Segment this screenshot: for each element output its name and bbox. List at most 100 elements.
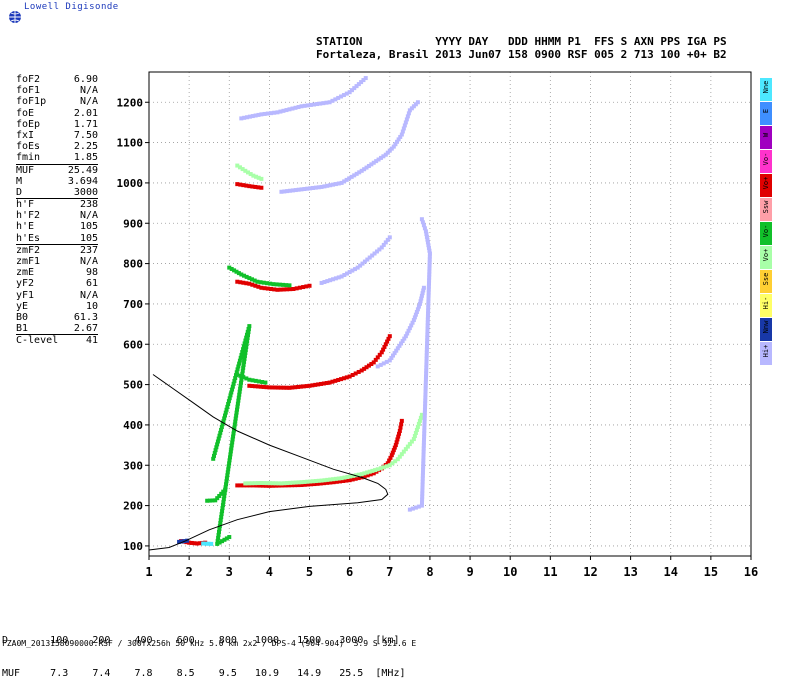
y-tick-label: 200 [123,500,143,513]
x-tick-label: 5 [306,565,313,579]
data-point [398,134,403,139]
data-point [302,479,307,484]
muf-cell: 25.5 [321,668,364,679]
data-point [421,449,426,454]
data-point [223,488,228,493]
data-point [369,162,374,167]
data-point [246,327,251,332]
data-point [297,285,302,290]
data-point [205,498,210,503]
data-point [420,491,425,496]
legend-swatch: Hi- [760,294,772,317]
data-point [409,439,414,444]
data-point [250,184,255,189]
data-point [425,323,430,328]
data-point [305,103,310,108]
data-point [379,350,384,355]
data-point [197,541,202,546]
data-point [241,362,246,367]
data-point [356,369,361,374]
data-point [241,280,246,285]
data-point [247,377,252,382]
data-point [422,410,427,415]
data-point [227,461,232,466]
param-row: yF1 N/A [16,290,98,301]
data-point [353,371,358,376]
param-row: h'E 105 [16,221,98,232]
x-tick-label: 6 [346,565,353,579]
legend-swatch: Nnw [760,318,772,341]
param-name: foF1 [16,85,41,97]
data-point [336,476,341,481]
data-point [232,422,237,427]
data-point [240,167,245,172]
data-point [427,251,432,256]
data-point [264,281,269,286]
data-point [398,425,403,430]
header-labels: STATION YYYY DAY DDD HHMM P1 FFS S AXN P… [316,35,727,48]
data-point [421,443,426,448]
data-point [272,287,277,292]
data-point [387,235,392,240]
param-row: foF1 N/A [16,85,98,96]
data-point [225,473,230,478]
y-tick-label: 600 [123,338,143,351]
data-point [407,507,412,512]
data-point [341,376,346,381]
data-point [253,113,258,118]
data-point [245,115,250,120]
data-point [285,189,290,194]
data-point [368,472,373,477]
x-tick-label: 11 [543,565,557,579]
data-point [427,278,432,283]
data-point [238,380,243,385]
data-point [407,442,412,447]
data-point [293,385,298,390]
y-tick-label: 700 [123,298,143,311]
data-point [389,453,394,458]
data-point [216,529,221,534]
data-point [237,392,242,397]
data-point [222,413,227,418]
data-point [388,455,393,460]
data-point [349,88,354,93]
data-point [422,419,427,424]
data-point [290,188,295,193]
data-point [406,111,411,116]
param-name: D [16,186,23,198]
data-point [227,455,232,460]
data-point [236,364,241,369]
data-point [287,385,292,390]
data-point [238,483,243,488]
data-point [377,352,382,357]
data-point [423,389,428,394]
data-point [402,336,407,341]
muf-unit: [km] [363,635,400,646]
data-point [296,187,301,192]
data-point [316,478,321,483]
data-point [423,377,428,382]
data-point [241,344,246,349]
data-point [277,483,282,488]
data-point [350,268,355,273]
data-point [302,187,307,192]
data-point [349,174,354,179]
data-point [201,541,206,546]
data-point [275,110,280,115]
data-point [382,344,387,349]
param-value: 25.49 [67,164,98,176]
data-point [192,541,197,546]
y-tick-label: 1200 [117,96,144,109]
data-point [290,106,295,111]
data-point [339,180,344,185]
logo-text: Lowell Digisonde [24,2,119,12]
data-point [359,472,364,477]
data-point [252,481,257,486]
muf-table: D 100 200 400 600 800 1000 1500 3000 [km… [2,613,406,690]
data-point [265,111,270,116]
data-point [395,346,400,351]
data-point [422,422,427,427]
data-point [233,419,238,424]
data-point [288,188,293,193]
data-point [316,382,321,387]
